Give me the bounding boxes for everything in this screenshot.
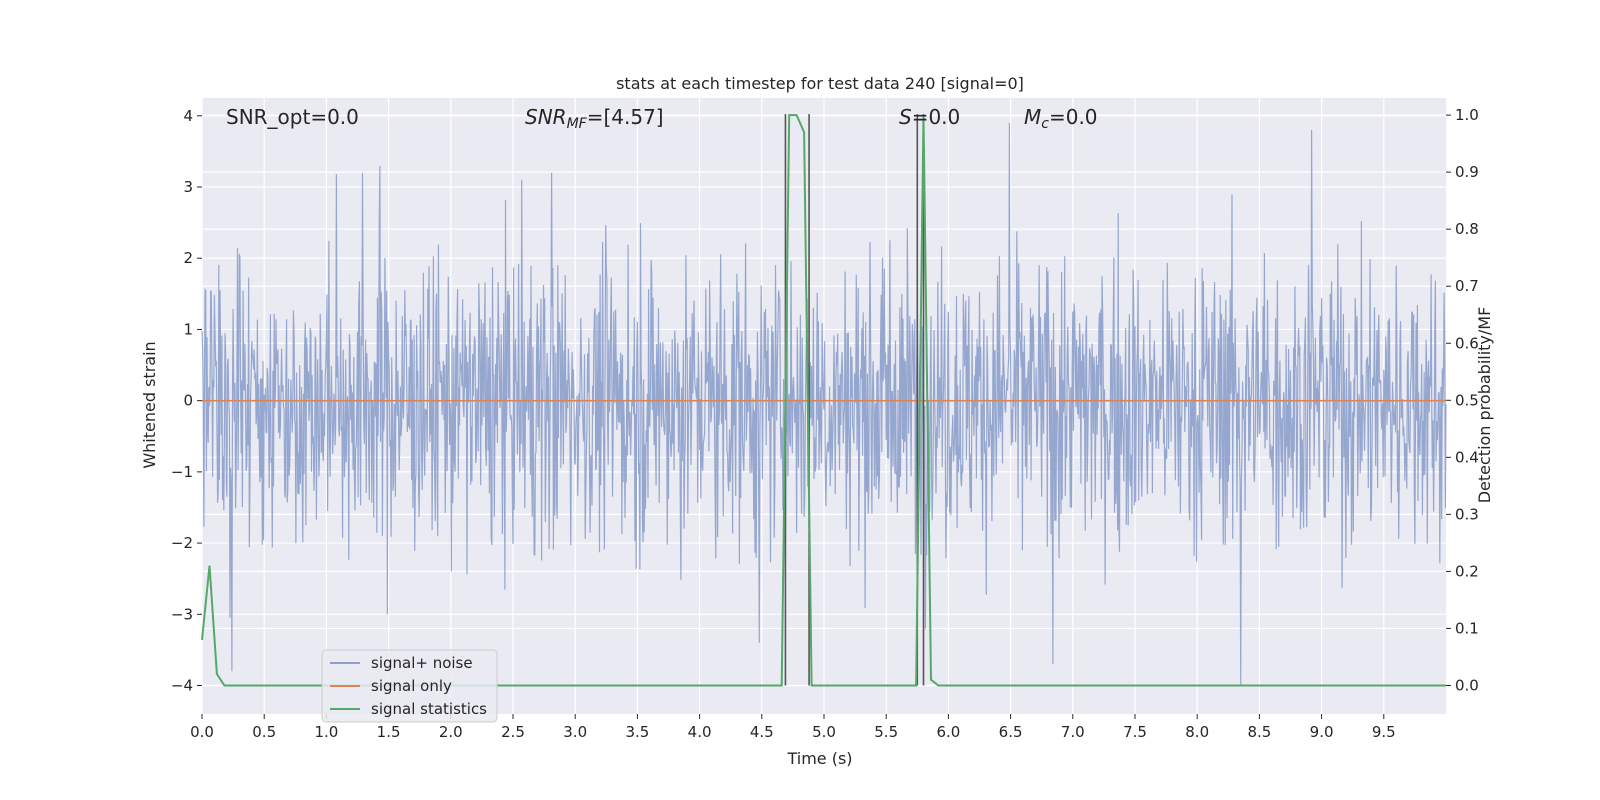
mc-annotation: Mc=0.0 [1024, 105, 1098, 132]
y-axis-label-right: Detection probability/MF [1475, 307, 1494, 504]
x-tick-label: 9.0 [1310, 723, 1334, 741]
tick-layer: 0.0 0.5 1.0 1.5 2.0 2.5 3.0 3.5 4.0 4.5 5.0 5.5 6.0 6… [171, 106, 1479, 741]
y-tick-label-left: −1 [171, 463, 193, 481]
y-tick-label-left: 0 [183, 392, 193, 410]
series-line-signal-statistics [201, 114, 1446, 687]
x-tick-label: 1.0 [314, 723, 338, 741]
snr-mf-symbol: SNR [525, 105, 567, 129]
series-line-signal-noise [201, 122, 1447, 686]
legend-label-signal-statistics: signal statistics [371, 700, 487, 718]
y-tick-label-right: 0.2 [1455, 562, 1479, 580]
x-tick-label: 7.0 [1061, 723, 1085, 741]
noise-series [201, 122, 1447, 686]
x-tick-label: 8.0 [1185, 723, 1209, 741]
x-tick-label: 6.5 [999, 723, 1023, 741]
y-axis-label-left: Whitened strain [140, 341, 159, 468]
x-tick-label: 4.5 [750, 723, 774, 741]
y-tick-label-right: 0.9 [1455, 163, 1479, 181]
snr-mf-value: =[4.57] [587, 105, 664, 129]
legend-label-signal-only: signal only [371, 677, 452, 695]
mc-symbol: M [1024, 105, 1041, 129]
y-tick-label-right: 0.7 [1455, 277, 1479, 295]
x-tick-label: 5.0 [812, 723, 836, 741]
mc-subscript: c [1041, 116, 1049, 132]
y-tick-label-left: −3 [171, 605, 193, 623]
y-tick-label-right: 1.0 [1455, 106, 1479, 124]
x-tick-label: 7.5 [1123, 723, 1147, 741]
y-tick-label-left: 3 [183, 178, 193, 196]
y-tick-label-left: 1 [183, 320, 193, 338]
x-tick-label: 1.5 [377, 723, 401, 741]
x-tick-label: 2.0 [439, 723, 463, 741]
y-tick-label-right: 0.6 [1455, 334, 1479, 352]
y-tick-label-right: 0.4 [1455, 448, 1479, 466]
s-value: =0.0 [912, 105, 961, 129]
y-tick-label-right: 0.5 [1455, 391, 1479, 409]
snr-mf-annotation: SNRMF=[4.57] [525, 105, 664, 132]
y-tick-label-left: 2 [183, 249, 193, 267]
x-tick-label: 3.0 [563, 723, 587, 741]
x-tick-label: 5.5 [874, 723, 898, 741]
x-tick-label: 9.5 [1372, 723, 1396, 741]
y-tick-label-right: 0.0 [1455, 676, 1479, 694]
s-symbol: S [899, 105, 912, 129]
y-tick-label-left: 4 [183, 107, 193, 125]
x-tick-label: 2.5 [501, 723, 525, 741]
y-tick-label-left: −4 [171, 677, 193, 695]
x-tick-label: 4.0 [688, 723, 712, 741]
legend-box [321, 649, 498, 723]
s-annotation: S=0.0 [899, 105, 960, 129]
x-tick-label: 6.0 [936, 723, 960, 741]
snr-mf-subscript: MF [567, 116, 588, 132]
x-tick-label: 0.0 [190, 723, 214, 741]
mc-value: =0.0 [1049, 105, 1098, 129]
y-tick-label-right: 0.8 [1455, 220, 1479, 238]
snr-opt-annotation: SNR_opt=0.0 [226, 105, 359, 129]
chart-title: stats at each timestep for test data 240… [616, 74, 1024, 93]
line-series-layer [201, 114, 1446, 687]
y-tick-label-right: 0.3 [1455, 505, 1479, 523]
y-tick-label-right: 0.1 [1455, 619, 1479, 637]
x-tick-label: 3.5 [625, 723, 649, 741]
x-tick-label: 0.5 [252, 723, 276, 741]
legend: signal+ noise signal only signal statist… [321, 649, 498, 723]
y-tick-label-left: −2 [171, 534, 193, 552]
x-axis-label: Time (s) [786, 749, 852, 768]
x-tick-label: 8.5 [1247, 723, 1271, 741]
legend-label-signal-noise: signal+ noise [371, 654, 473, 672]
